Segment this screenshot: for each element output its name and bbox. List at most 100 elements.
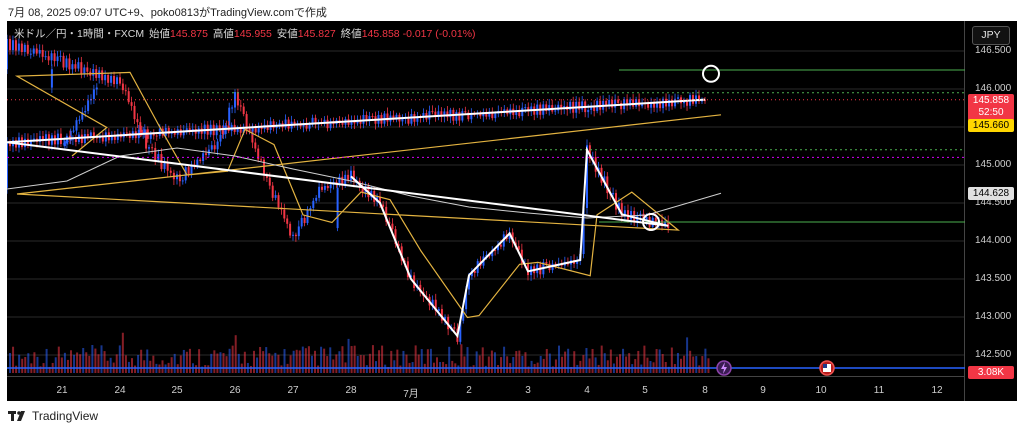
candle bbox=[391, 223, 394, 230]
candle bbox=[686, 100, 689, 106]
candle bbox=[368, 116, 371, 121]
candle bbox=[612, 193, 615, 195]
volume-bar bbox=[350, 346, 353, 373]
volume-bar bbox=[310, 355, 313, 373]
price-plot[interactable] bbox=[7, 21, 965, 401]
candle bbox=[236, 92, 239, 106]
volume-bar bbox=[256, 357, 259, 373]
volume-bar bbox=[274, 352, 277, 373]
candle bbox=[169, 170, 172, 173]
candle bbox=[470, 113, 473, 120]
candle bbox=[467, 112, 470, 120]
candle bbox=[479, 113, 482, 117]
volume-bar bbox=[231, 345, 234, 373]
tradingview-brand[interactable]: TradingView bbox=[8, 409, 98, 423]
tradingview-logo-icon bbox=[8, 411, 25, 421]
candle bbox=[410, 275, 412, 278]
candle bbox=[190, 164, 193, 175]
candle bbox=[242, 106, 245, 115]
candle bbox=[491, 249, 494, 257]
volume-bar bbox=[576, 364, 579, 373]
volume-bar bbox=[289, 355, 292, 373]
price-tick-label: 143.500 bbox=[975, 273, 1012, 284]
candle bbox=[350, 120, 353, 125]
candle bbox=[23, 44, 26, 52]
volume-bar bbox=[94, 348, 97, 373]
volume-bar bbox=[368, 353, 371, 373]
candle bbox=[329, 184, 332, 189]
candle bbox=[620, 102, 623, 110]
candle bbox=[581, 101, 584, 110]
volume-bar bbox=[591, 348, 594, 373]
candle bbox=[149, 133, 152, 139]
volume-bar bbox=[173, 353, 176, 373]
candle bbox=[359, 120, 362, 124]
volume-bar bbox=[228, 348, 231, 373]
candle bbox=[278, 123, 281, 125]
candle bbox=[68, 58, 71, 70]
volume-bar bbox=[451, 360, 454, 373]
volume-bar bbox=[161, 360, 164, 373]
drawing-path bbox=[7, 98, 706, 339]
volume-bar bbox=[530, 360, 533, 373]
volume-bar bbox=[36, 356, 39, 373]
candle bbox=[341, 176, 344, 185]
volume-bar bbox=[683, 355, 686, 373]
candle bbox=[462, 309, 465, 321]
candle bbox=[228, 107, 231, 126]
candle bbox=[47, 56, 50, 61]
candle bbox=[443, 111, 446, 117]
candle bbox=[656, 101, 659, 108]
candle bbox=[139, 122, 142, 134]
chart-panel[interactable]: 米ドル／円・1時間・FXCM 始値145.875 高値145.955 安値145… bbox=[7, 21, 1017, 401]
volume-bar bbox=[551, 366, 554, 373]
candle bbox=[434, 299, 437, 312]
candle bbox=[41, 136, 44, 141]
candle bbox=[155, 135, 158, 137]
countdown-value: 52:50 bbox=[978, 107, 1004, 118]
candle bbox=[545, 262, 548, 264]
candle bbox=[499, 244, 502, 247]
candle bbox=[356, 120, 359, 124]
symbol-label: 米ドル／円・1時間・FXCM bbox=[14, 28, 145, 40]
candle bbox=[569, 101, 572, 110]
candle bbox=[56, 56, 59, 62]
volume-bar bbox=[222, 353, 225, 373]
candle bbox=[300, 217, 303, 227]
candle bbox=[485, 255, 488, 257]
candle bbox=[582, 207, 585, 255]
volume-bar bbox=[521, 355, 524, 373]
volume-bar bbox=[329, 347, 332, 373]
volume-bar bbox=[91, 345, 94, 373]
time-tick-label: 12 bbox=[931, 385, 943, 396]
ohlc-legend: 米ドル／円・1時間・FXCM 始値145.875 高値145.955 安値145… bbox=[14, 26, 476, 41]
volume-bar bbox=[356, 355, 359, 373]
time-tick-label: 3 bbox=[525, 385, 531, 396]
volume-bar bbox=[124, 355, 127, 373]
candle bbox=[473, 270, 476, 273]
volume-bar bbox=[323, 348, 326, 373]
candle bbox=[152, 133, 155, 136]
candle bbox=[178, 174, 181, 182]
currency-button[interactable]: JPY bbox=[972, 26, 1010, 45]
time-tick-label: 24 bbox=[114, 385, 126, 396]
volume-bar bbox=[463, 356, 466, 373]
candle bbox=[578, 101, 581, 110]
candle bbox=[113, 75, 116, 85]
volume-bar bbox=[512, 357, 515, 373]
volume-bar bbox=[472, 365, 475, 373]
candle bbox=[7, 38, 8, 70]
candle bbox=[125, 132, 128, 134]
candle bbox=[110, 135, 113, 141]
volume-bar bbox=[548, 353, 551, 373]
candle bbox=[294, 234, 297, 237]
candle bbox=[623, 210, 626, 217]
candle bbox=[698, 95, 701, 102]
candle bbox=[44, 56, 47, 58]
candle bbox=[77, 62, 80, 69]
candle bbox=[664, 221, 667, 226]
volume-bar bbox=[365, 365, 368, 373]
candle bbox=[314, 117, 317, 125]
candle bbox=[95, 87, 98, 90]
volume-bar bbox=[198, 349, 201, 373]
